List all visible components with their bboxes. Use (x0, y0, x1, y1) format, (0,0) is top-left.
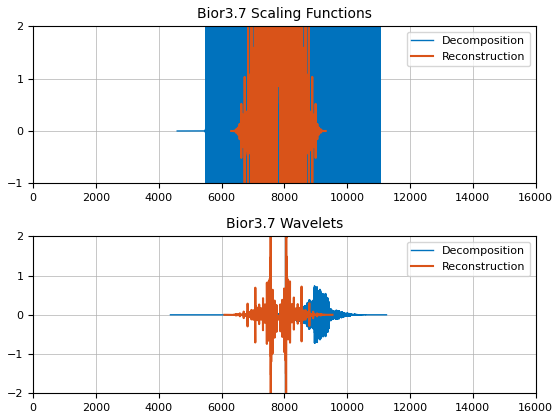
Decomposition (223, 312, 230, 318)
Decomposition (231, 312, 238, 318)
Reconstruction (262, 68, 268, 73)
Decomposition (174, 129, 180, 134)
Reconstruction (267, 54, 274, 59)
Reconstruction (234, 312, 240, 318)
Line: Decomposition: Decomposition (170, 286, 386, 343)
Line: Reconstruction: Reconstruction (231, 0, 326, 420)
Decomposition (191, 129, 198, 134)
Reconstruction (227, 312, 234, 318)
Decomposition (318, 315, 324, 320)
Reconstruction (323, 129, 329, 134)
Reconstruction (221, 312, 228, 318)
Decomposition (315, 310, 321, 315)
Decomposition (182, 129, 189, 134)
Decomposition (383, 312, 390, 318)
Line: Decomposition: Decomposition (177, 0, 380, 420)
Line: Reconstruction: Reconstruction (225, 57, 333, 420)
Legend: Decomposition, Reconstruction: Decomposition, Reconstruction (407, 32, 530, 66)
Reconstruction (246, 123, 253, 128)
Reconstruction (321, 129, 328, 134)
Reconstruction (228, 129, 235, 134)
Decomposition (192, 312, 199, 318)
Decomposition (311, 341, 318, 346)
Legend: Decomposition, Reconstruction: Decomposition, Reconstruction (407, 242, 530, 276)
Reconstruction (269, 0, 276, 3)
Title: Bior3.7 Wavelets: Bior3.7 Wavelets (226, 217, 343, 231)
Reconstruction (277, 312, 284, 317)
Reconstruction (329, 312, 336, 318)
Decomposition (373, 312, 380, 318)
Title: Bior3.7 Scaling Functions: Bior3.7 Scaling Functions (197, 7, 372, 21)
Reconstruction (224, 312, 231, 318)
Decomposition (167, 312, 174, 318)
Decomposition (311, 284, 318, 289)
Decomposition (376, 129, 383, 134)
Reconstruction (292, 312, 299, 317)
Reconstruction (309, 312, 315, 318)
